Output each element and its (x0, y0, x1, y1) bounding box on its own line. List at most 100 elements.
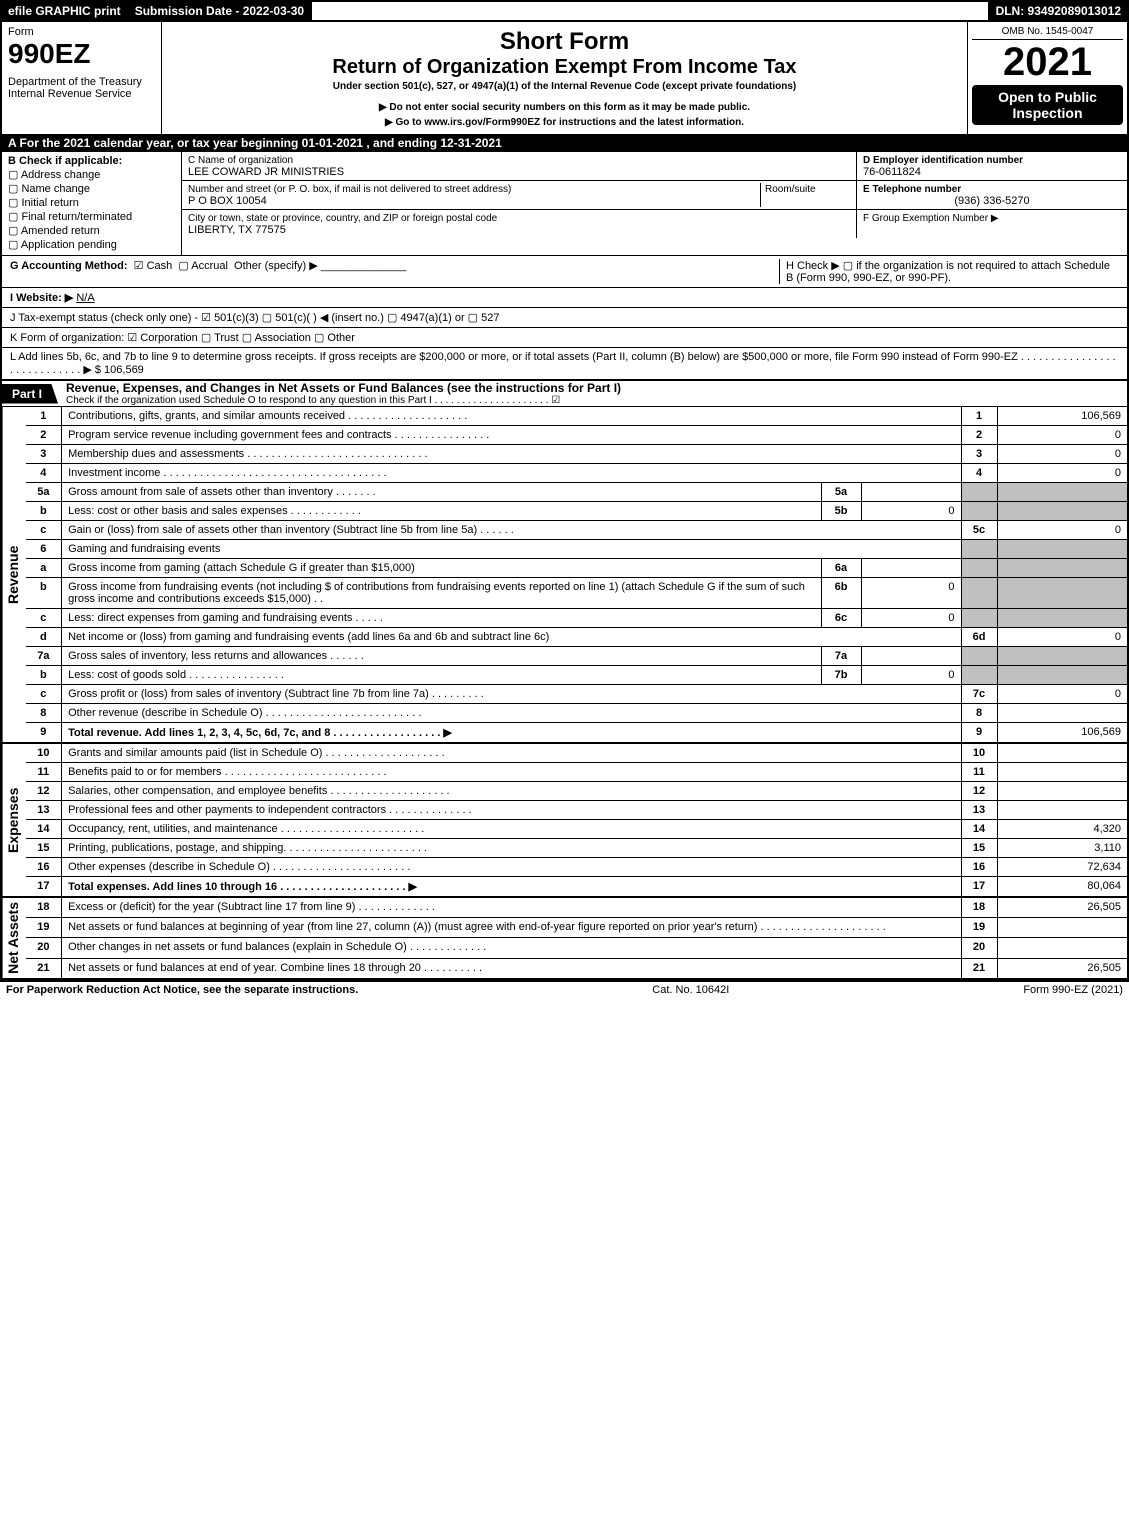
E-label: E Telephone number (863, 184, 961, 195)
chk-amended-return[interactable]: Amended return (8, 224, 175, 237)
line-5c: c Gain or (loss) from sale of assets oth… (26, 521, 1127, 540)
ein-value: 76-0611824 (863, 166, 921, 178)
line-7c: c Gross profit or (loss) from sales of i… (26, 685, 1127, 704)
row-A: A For the 2021 calendar year, or tax yea… (0, 134, 1129, 152)
website-value: N/A (76, 292, 94, 304)
line-6a: a Gross income from gaming (attach Sched… (26, 559, 1127, 578)
C-city-label: City or town, state or province, country… (188, 213, 497, 224)
expenses-section: Expenses 10Grants and similar amounts pa… (0, 742, 1129, 896)
footer-right: Form 990-EZ (2021) (1023, 984, 1123, 996)
omb-no: OMB No. 1545-0047 (972, 26, 1123, 40)
H-text: H Check ▶ ▢ if the organization is not r… (786, 260, 1110, 284)
header-left: Form 990EZ Department of the Treasury In… (2, 22, 162, 134)
phone-value: (936) 336-5270 (863, 195, 1121, 207)
G-label: G Accounting Method: (10, 260, 128, 272)
B-label: B Check if applicable: (8, 155, 122, 167)
C-name-label: C Name of organization (188, 155, 293, 166)
D-label: D Employer identification number (863, 155, 1023, 166)
row-GH: G Accounting Method: Cash Accrual Other … (0, 256, 1129, 288)
efile-label: efile GRAPHIC print (2, 2, 129, 20)
org-address: P O BOX 10054 (188, 195, 267, 207)
page-footer: For Paperwork Reduction Act Notice, see … (0, 980, 1129, 998)
expenses-side-label: Expenses (2, 744, 26, 896)
line-21: 21Net assets or fund balances at end of … (26, 958, 1127, 978)
K-text: K Form of organization: ☑ Corporation ▢ … (10, 332, 355, 344)
revenue-table: 1 Contributions, gifts, grants, and simi… (26, 407, 1127, 742)
num: 1 (961, 407, 997, 426)
treasury-dept: Department of the Treasury (8, 76, 155, 88)
C-addr-cell: Number and street (or P. O. box, if mail… (182, 181, 857, 209)
line-10: 10Grants and similar amounts paid (list … (26, 744, 1127, 763)
line-2: 2 Program service revenue including gove… (26, 426, 1127, 445)
line-4: 4 Investment income . . . . . . . . . . … (26, 464, 1127, 483)
desc: Contributions, gifts, grants, and simila… (62, 407, 961, 426)
line-6: 6 Gaming and fundraising events (26, 540, 1127, 559)
line-6d: d Net income or (loss) from gaming and f… (26, 628, 1127, 647)
col-CD: C Name of organization LEE COWARD JR MIN… (182, 152, 1127, 255)
revenue-side-label: Revenue (2, 407, 26, 742)
line-8: 8 Other revenue (describe in Schedule O)… (26, 704, 1127, 723)
I-label: I Website: ▶ (10, 292, 73, 304)
part1-header: Part I Revenue, Expenses, and Changes in… (0, 379, 1129, 406)
submission-date: Submission Date - 2022-03-30 (129, 2, 312, 20)
line-7a: 7a Gross sales of inventory, less return… (26, 647, 1127, 666)
tax-year: 2021 (972, 40, 1123, 85)
netassets-section: Net Assets 18Excess or (deficit) for the… (0, 896, 1129, 980)
line-7b: b Less: cost of goods sold . . . . . . .… (26, 666, 1127, 685)
chk-address-change[interactable]: Address change (8, 168, 175, 181)
chk-name-change[interactable]: Name change (8, 182, 175, 195)
line-1: 1 Contributions, gifts, grants, and simi… (26, 407, 1127, 426)
header-center: Short Form Return of Organization Exempt… (162, 22, 967, 134)
part1-tag: Part I (2, 384, 58, 404)
spacer (312, 2, 989, 20)
part1-title: Revenue, Expenses, and Changes in Net As… (66, 381, 1127, 395)
chk-application-pending[interactable]: Application pending (8, 238, 175, 251)
form-label: Form (8, 26, 155, 38)
line-6b: b Gross income from fundraising events (… (26, 578, 1127, 609)
C-addr-label: Number and street (or P. O. box, if mail… (188, 184, 511, 195)
netassets-side-label: Net Assets (2, 898, 26, 978)
open-public: Open to Public Inspection (972, 85, 1123, 125)
row-I: I Website: ▶ N/A (0, 288, 1129, 308)
subtitle: Under section 501(c), 527, or 4947(a)(1)… (168, 81, 961, 92)
L-text: L Add lines 5b, 6c, and 7b to line 9 to … (10, 351, 1116, 376)
warning-url: ▶ Go to www.irs.gov/Form990EZ for instru… (168, 117, 961, 128)
line-14: 14Occupancy, rent, utilities, and mainte… (26, 820, 1127, 839)
ln: 1 (26, 407, 62, 426)
D-cell: D Employer identification number 76-0611… (857, 152, 1127, 180)
chk-accrual[interactable]: Accrual (178, 260, 228, 272)
line-17: 17Total expenses. Add lines 10 through 1… (26, 877, 1127, 897)
line-3: 3 Membership dues and assessments . . . … (26, 445, 1127, 464)
warning-ssn: ▶ Do not enter social security numbers o… (168, 102, 961, 113)
line-13: 13Professional fees and other payments t… (26, 801, 1127, 820)
irs-label: Internal Revenue Service (8, 88, 155, 100)
title-short: Short Form (168, 28, 961, 56)
line-15: 15Printing, publications, postage, and s… (26, 839, 1127, 858)
line-11: 11Benefits paid to or for members . . . … (26, 763, 1127, 782)
footer-center: Cat. No. 10642I (652, 984, 729, 996)
row-J: J Tax-exempt status (check only one) - ☑… (0, 308, 1129, 328)
chk-initial-return[interactable]: Initial return (8, 196, 175, 209)
F-cell: F Group Exemption Number ▶ (857, 210, 1127, 238)
line-6c: c Less: direct expenses from gaming and … (26, 609, 1127, 628)
amt: 106,569 (997, 407, 1127, 426)
line-5a: 5a Gross amount from sale of assets othe… (26, 483, 1127, 502)
dln: DLN: 93492089013012 (990, 2, 1127, 20)
line-12: 12Salaries, other compensation, and empl… (26, 782, 1127, 801)
E-cell: E Telephone number (936) 336-5270 (857, 181, 1127, 209)
row-K: K Form of organization: ☑ Corporation ▢ … (0, 328, 1129, 348)
line-16: 16Other expenses (describe in Schedule O… (26, 858, 1127, 877)
revenue-section: Revenue 1 Contributions, gifts, grants, … (0, 406, 1129, 742)
room-suite-label: Room/suite (765, 184, 816, 195)
C-name-cell: C Name of organization LEE COWARD JR MIN… (182, 152, 857, 180)
info-grid: B Check if applicable: Address change Na… (0, 152, 1129, 256)
header-right: OMB No. 1545-0047 2021 Open to Public In… (967, 22, 1127, 134)
C-city-cell: City or town, state or province, country… (182, 210, 857, 238)
chk-final-return[interactable]: Final return/terminated (8, 210, 175, 223)
footer-left: For Paperwork Reduction Act Notice, see … (6, 984, 358, 996)
line-19: 19Net assets or fund balances at beginni… (26, 918, 1127, 938)
chk-cash[interactable]: Cash (134, 260, 173, 272)
row-L: L Add lines 5b, 6c, and 7b to line 9 to … (0, 348, 1129, 379)
org-name: LEE COWARD JR MINISTRIES (188, 166, 344, 178)
col-B: B Check if applicable: Address change Na… (2, 152, 182, 255)
